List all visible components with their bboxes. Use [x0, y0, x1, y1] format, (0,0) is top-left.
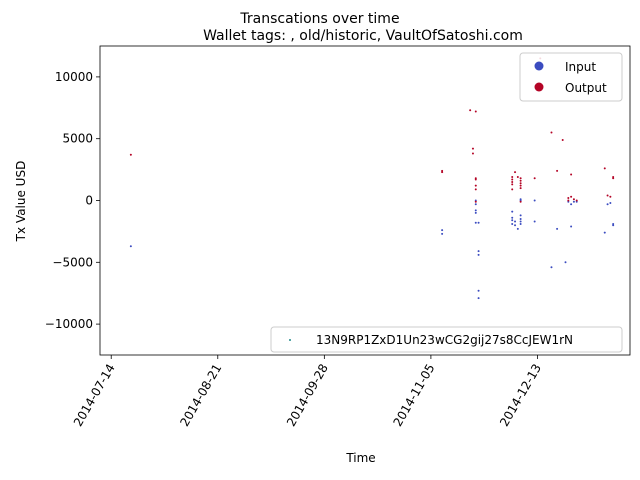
output-point [511, 183, 514, 186]
output-point [511, 176, 514, 179]
input-point [606, 203, 609, 206]
output-point [129, 153, 132, 156]
legend-types: Input Output [519, 52, 623, 102]
output-point [561, 138, 564, 141]
output-point [612, 177, 615, 180]
output-point [570, 173, 573, 176]
output-point [556, 169, 559, 172]
output-point [474, 178, 477, 181]
output-point [572, 198, 575, 201]
input-point [609, 201, 612, 204]
legend-address-label: 13N9RP1ZxD1Un23wCG2gij27s8CcJEW1rN [316, 333, 573, 347]
input-point [550, 266, 553, 269]
input-point [474, 203, 477, 206]
input-point [441, 232, 444, 235]
input-point [511, 210, 514, 213]
y-axis-label: Tx Value USD [14, 161, 28, 243]
output-point [474, 110, 477, 113]
y-tick-label: 5000 [62, 132, 93, 146]
y-tick-label: −10000 [45, 317, 93, 331]
input-point [519, 218, 522, 221]
legend-output-label: Output [565, 81, 607, 95]
input-point [477, 221, 480, 224]
input-point [474, 221, 477, 224]
legend-output-marker [534, 82, 544, 92]
output-point [606, 194, 609, 197]
output-point [474, 184, 477, 187]
output-point [609, 195, 612, 198]
legend-address: 13N9RP1ZxD1Un23wCG2gij27s8CcJEW1rN [270, 326, 623, 353]
output-point [603, 167, 606, 170]
y-tick-label: 10000 [55, 70, 93, 84]
input-point [556, 227, 559, 230]
output-point [575, 199, 578, 202]
chart-title: Transcations over time [239, 11, 399, 27]
output-point [474, 200, 477, 203]
input-point [533, 199, 536, 202]
output-point [519, 177, 522, 180]
x-axis-label: Time [345, 451, 375, 465]
input-point [519, 220, 522, 223]
output-point [567, 197, 570, 200]
input-point [474, 211, 477, 214]
output-point [567, 199, 570, 202]
legend-input-label: Input [565, 60, 596, 74]
output-point [519, 182, 522, 185]
output-point [441, 171, 444, 174]
input-point [572, 200, 575, 203]
input-point [477, 289, 480, 292]
output-point [550, 131, 553, 134]
output-point [570, 195, 573, 198]
input-point [511, 219, 514, 222]
output-point [511, 178, 514, 181]
chart-subtitle: Wallet tags: , old/historic, VaultOfSato… [203, 28, 523, 44]
legend-address-box [270, 326, 623, 353]
input-point [516, 227, 519, 230]
input-point [519, 222, 522, 225]
output-point [469, 109, 472, 112]
output-point [471, 147, 474, 150]
input-point [514, 220, 517, 223]
output-point [519, 200, 522, 203]
input-point [603, 231, 606, 234]
input-point [570, 203, 573, 206]
output-point [533, 177, 536, 180]
input-point [129, 245, 132, 248]
output-point [519, 184, 522, 187]
input-point [511, 216, 514, 219]
input-point [519, 198, 522, 201]
points-layer [129, 57, 615, 300]
input-point [570, 225, 573, 228]
legend-address-marker [289, 339, 291, 341]
output-point [474, 188, 477, 191]
output-point [519, 179, 522, 182]
y-tick-label: −5000 [52, 255, 93, 269]
y-axis: −10000 −5000 0 5000 10000 [45, 70, 100, 331]
input-point [477, 253, 480, 256]
input-point [511, 222, 514, 225]
output-point [516, 176, 519, 179]
input-point [564, 261, 567, 264]
output-point [511, 180, 514, 183]
output-point [511, 188, 514, 191]
input-point [612, 224, 615, 227]
output-point [471, 152, 474, 155]
input-point [519, 214, 522, 217]
legend-input-marker [534, 61, 544, 71]
input-point [441, 229, 444, 232]
input-point [474, 209, 477, 212]
output-point [514, 171, 517, 174]
input-point [477, 250, 480, 253]
input-point [477, 297, 480, 300]
input-point [533, 220, 536, 223]
input-point [514, 224, 517, 227]
legend-types-box [519, 52, 623, 102]
output-point [519, 187, 522, 190]
y-tick-label: 0 [85, 194, 93, 208]
